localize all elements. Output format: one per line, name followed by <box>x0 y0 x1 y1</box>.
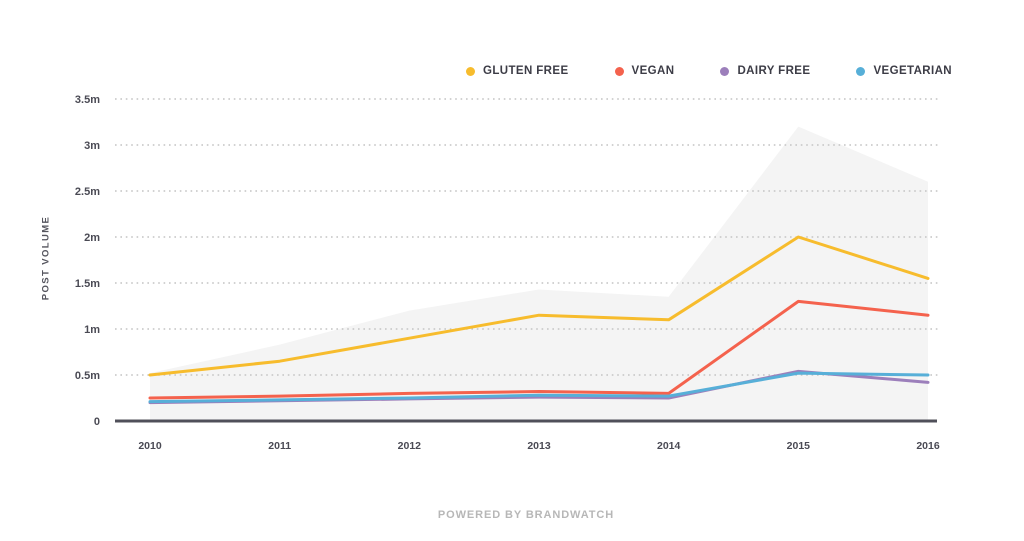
y-tick-label-1m: 1m <box>84 324 100 336</box>
legend-dot-gluten-free <box>465 66 475 76</box>
y-tick-label-3m: 3m <box>84 140 100 152</box>
x-tick-label-2013: 2013 <box>527 440 551 452</box>
legend-dot-vegetarian <box>856 66 866 76</box>
legend-dot-dairy-free <box>720 66 730 76</box>
series-line-gluten-free <box>148 235 930 377</box>
chart-legend: GLUTEN FREE VEGAN DAIRY FREE VEGETARIAN <box>465 65 952 77</box>
legend-item-vegan[interactable]: VEGAN <box>614 65 675 77</box>
series-line-vegetarian <box>148 371 930 404</box>
legend-item-dairy-free[interactable]: DAIRY FREE <box>720 65 810 77</box>
x-tick-label-2014: 2014 <box>657 440 681 452</box>
x-tick-label-2016: 2016 <box>916 440 940 452</box>
y-tick-label-0: 0 <box>94 416 100 428</box>
legend-label-vegan: VEGAN <box>631 65 675 77</box>
powered-by-brandwatch-label: POWERED BY BRANDWATCH <box>437 509 615 521</box>
series-line-vegan <box>148 299 930 400</box>
x-tick-label-2015: 2015 <box>787 440 811 452</box>
y-tick-label-2.5m: 2.5m <box>75 186 100 198</box>
legend-item-vegetarian[interactable]: VEGETARIAN <box>856 65 952 77</box>
y-tick-label-1.5m: 1.5m <box>75 278 100 290</box>
legend-label-gluten-free: GLUTEN FREE <box>482 65 569 77</box>
post-volume-line-chart: 0 0.5m 1m 1.5m 2m 2.5m 3m 3.5m 2010 2011 2012 2013 2… <box>75 94 941 452</box>
y-axis-title: POST VOLUME <box>40 215 52 301</box>
legend-item-gluten-free[interactable]: GLUTEN FREE <box>465 65 569 77</box>
y-tick-label-3.5m: 3.5m <box>75 94 100 106</box>
y-tick-label-0.5m: 0.5m <box>75 370 100 382</box>
y-tick-label-2m: 2m <box>84 232 100 244</box>
x-tick-label-2012: 2012 <box>398 440 422 452</box>
total-volume-shaded-area <box>150 126 928 421</box>
x-tick-label-2011: 2011 <box>268 440 291 452</box>
legend-dot-vegan <box>614 66 624 76</box>
legend-label-dairy-free: DAIRY FREE <box>737 65 811 77</box>
x-tick-label-2010: 2010 <box>138 440 162 452</box>
legend-label-vegetarian: VEGETARIAN <box>873 65 952 77</box>
